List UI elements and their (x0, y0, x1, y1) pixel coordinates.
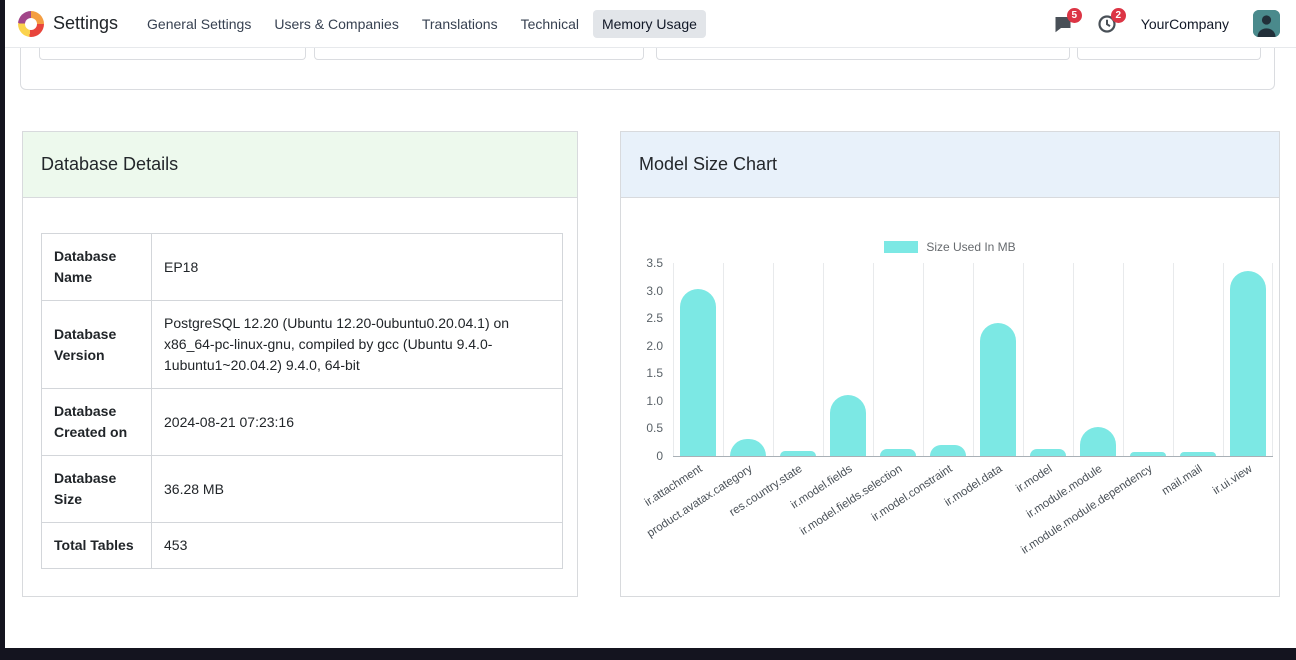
desktop-edge-left (0, 0, 5, 660)
y-tick-label: 1.5 (646, 366, 663, 381)
activities-icon[interactable]: 2 (1097, 7, 1126, 34)
gridline (973, 263, 974, 456)
y-tick-label: 2.0 (646, 338, 663, 353)
database-details-table: Database Name EP18 Database Version Post… (41, 233, 563, 569)
odoo-app-window: Settings General Settings Users & Compan… (5, 0, 1296, 648)
chart-x-labels: ir.attachment product.avatax.category res.… (643, 457, 1273, 587)
total-tables-label: Total Tables (41, 522, 152, 569)
gridline (1073, 263, 1074, 456)
gridline (773, 263, 774, 456)
table-row: Database Size 36.28 MB (41, 455, 563, 523)
bar-ir.model (1030, 449, 1066, 456)
gridline (723, 263, 724, 456)
menu-item-general-settings[interactable]: General Settings (147, 15, 252, 32)
content-area: Database Details Database Name EP18 Data… (5, 48, 1296, 648)
bar-ir.model.fields (830, 395, 866, 456)
scrolled-card-remnant (656, 48, 1070, 60)
db-size-value: 36.28 MB (151, 455, 563, 523)
systray: 5 2 YourCompany (1053, 7, 1280, 37)
y-tick-label: 1.0 (646, 393, 663, 408)
bar-ir.model.fields.selection (880, 449, 916, 456)
legend-swatch (884, 241, 919, 253)
gridline (823, 263, 824, 456)
database-details-body: Database Name EP18 Database Version Post… (23, 198, 577, 569)
model-size-chart-title: Model Size Chart (621, 132, 1279, 198)
table-row: Database Version PostgreSQL 12.20 (Ubunt… (41, 300, 563, 389)
bar-ir.model.data (980, 322, 1016, 456)
main-menu: General Settings Users & Companies Trans… (138, 9, 706, 38)
menu-item-memory-usage[interactable]: Memory Usage (592, 9, 706, 38)
bar-ir.ui.view (1230, 271, 1266, 456)
activities-badge: 2 (1110, 7, 1126, 23)
bar-mail.mail (1180, 451, 1216, 456)
total-tables-value: 453 (151, 522, 563, 569)
gridline (1223, 263, 1224, 456)
menu-item-users-companies[interactable]: Users & Companies (274, 15, 399, 32)
y-tick-label: 2.5 (646, 311, 663, 326)
user-avatar[interactable] (1253, 10, 1280, 37)
db-version-value: PostgreSQL 12.20 (Ubuntu 12.20-0ubuntu0.… (151, 300, 563, 389)
scrolled-card-remnant (39, 48, 306, 60)
table-row: Database Name EP18 (41, 233, 563, 301)
db-name-value: EP18 (151, 233, 563, 301)
gridline (873, 263, 874, 456)
chart-y-axis: 3.5 3.0 2.5 2.0 1.5 1.0 0.5 0 (621, 256, 663, 463)
gridline (1123, 263, 1124, 456)
scrolled-card-remnant (1077, 48, 1261, 60)
menu-item-technical[interactable]: Technical (520, 15, 579, 32)
speech-bubble-icon (1055, 16, 1071, 32)
y-tick-label: 3.0 (646, 283, 663, 298)
gridline (1272, 263, 1273, 456)
scrolled-card-remnant (314, 48, 644, 60)
app-title[interactable]: Settings (53, 13, 119, 33)
bar-res.country.state (780, 450, 816, 456)
bar-ir.module.module.dependency (1130, 451, 1166, 456)
database-details-card: Database Details Database Name EP18 Data… (22, 131, 578, 597)
chart-plot-row: 3.5 3.0 2.5 2.0 1.5 1.0 0.5 0 (621, 256, 1279, 463)
avatar-person-icon (1253, 10, 1280, 37)
scrolled-panel-remnant (20, 48, 1275, 90)
gridline (673, 263, 674, 456)
y-tick-label: 3.5 (646, 256, 663, 270)
gridline (1173, 263, 1174, 456)
database-details-title: Database Details (23, 132, 577, 198)
bar-product.avatax.category (730, 439, 766, 456)
db-name-label: Database Name (41, 233, 152, 301)
chart-legend: Size Used In MB (621, 240, 1279, 254)
table-row: Total Tables 453 (41, 522, 563, 569)
legend-label: Size Used In MB (926, 240, 1016, 254)
db-created-value: 2024-08-21 07:23:16 (151, 388, 563, 456)
db-version-label: Database Version (41, 300, 152, 389)
y-tick-label: 0.5 (646, 421, 663, 436)
chart-body: Size Used In MB 3.5 3.0 2.5 2.0 1.5 1.0 0.5 0 i… (621, 198, 1279, 587)
gridline (923, 263, 924, 456)
messages-icon[interactable]: 5 (1053, 7, 1082, 34)
company-menu[interactable]: YourCompany (1140, 15, 1229, 32)
db-created-label: Database Created on (41, 388, 152, 456)
gridline (1023, 263, 1024, 456)
db-size-label: Database Size (41, 455, 152, 523)
odoo-logo[interactable] (18, 10, 44, 37)
clock-icon (1098, 14, 1116, 33)
table-row: Database Created on 2024-08-21 07:23:16 (41, 388, 563, 456)
bar-ir.attachment (680, 289, 716, 456)
bar-ir.module.module (1080, 427, 1116, 456)
bar-ir.model.constraint (930, 444, 966, 456)
menu-item-translations[interactable]: Translations (421, 15, 498, 32)
chart-plot (673, 263, 1273, 457)
messages-badge: 5 (1066, 7, 1082, 23)
y-tick-label: 0 (656, 449, 663, 463)
model-size-chart-card: Model Size Chart Size Used In MB 3.5 3.0 2… (620, 131, 1280, 597)
top-navbar: Settings General Settings Users & Compan… (5, 0, 1296, 48)
desktop-edge-bottom (0, 648, 1296, 660)
